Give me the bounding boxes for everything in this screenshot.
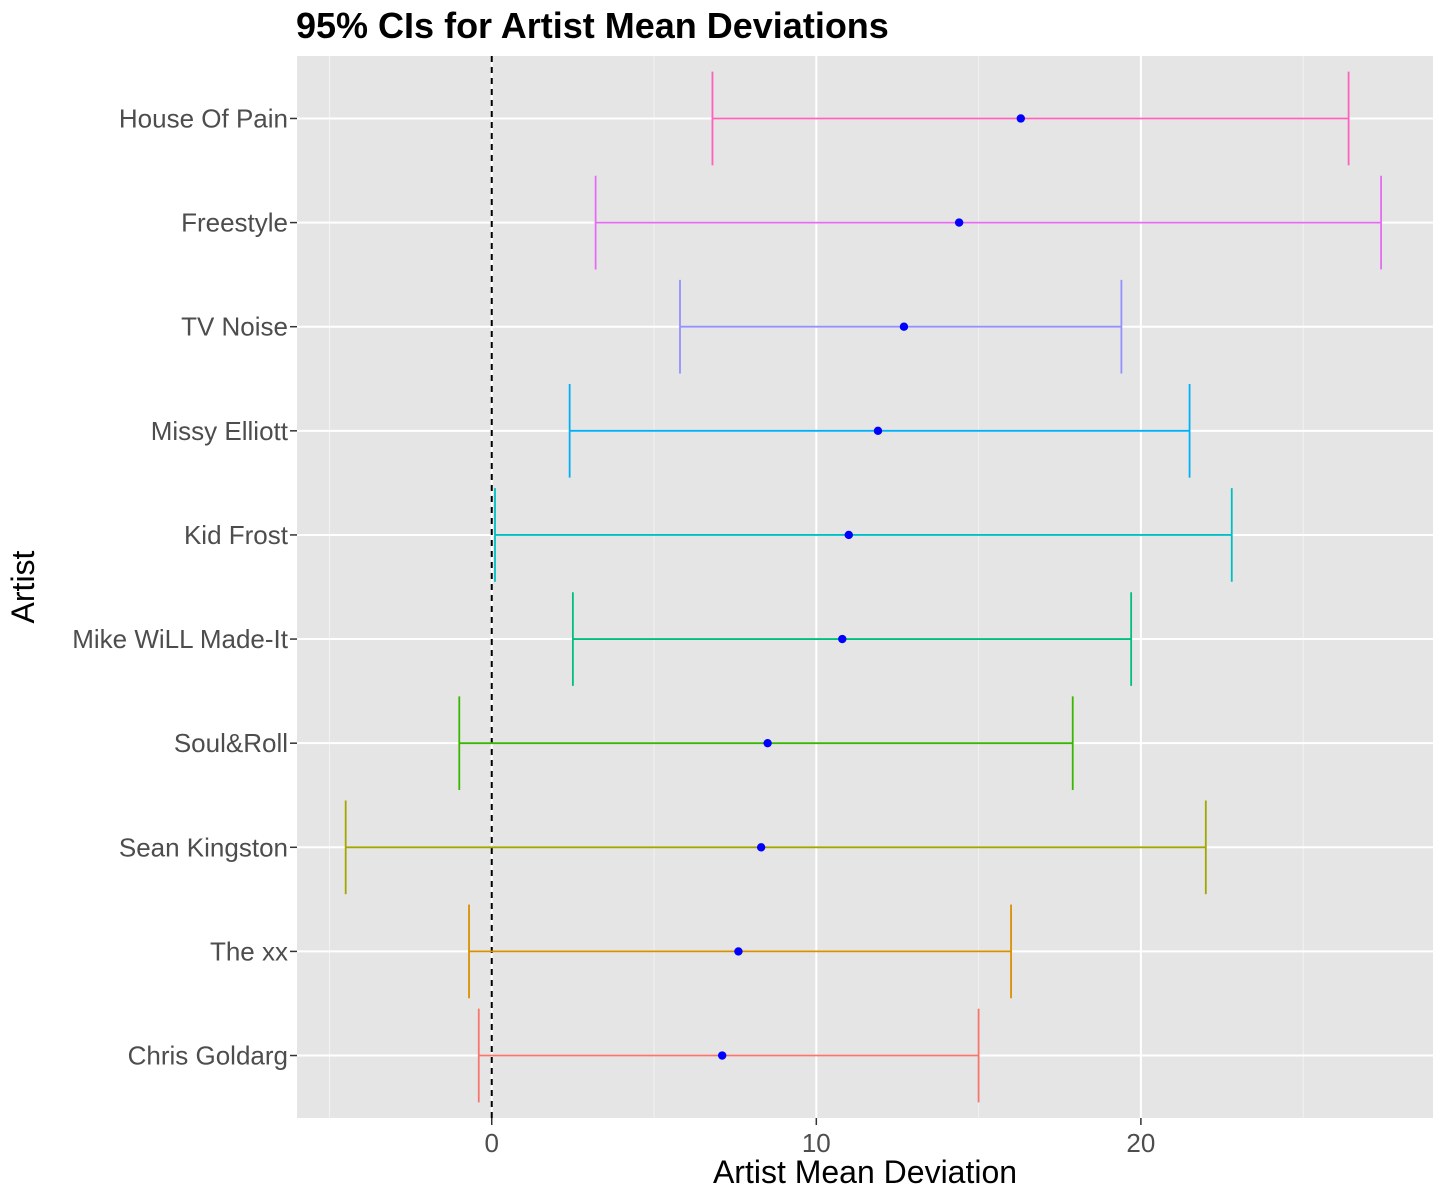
mean-point	[756, 843, 766, 852]
mean-point	[763, 738, 772, 748]
x-tick-label: 0	[485, 1128, 499, 1158]
errorbar-house-of-pain	[711, 71, 1350, 166]
plot-panel	[297, 56, 1433, 1118]
errorbar-missy-elliott	[568, 383, 1191, 478]
y-tick-label: The xx	[210, 936, 288, 966]
errorbar-mike-will-made-it	[571, 592, 1133, 686]
mean-point	[717, 1051, 727, 1060]
y-tick-label: Kid Frost	[184, 520, 289, 550]
mean-point	[899, 322, 909, 331]
mean-point	[1016, 114, 1025, 123]
y-tick-label: House Of Pain	[119, 103, 288, 133]
y-tick-label: Sean Kingston	[119, 832, 288, 862]
y-tick-label: Mike WiLL Made-It	[72, 624, 289, 654]
errorbar-tv-noise	[679, 279, 1123, 374]
errorbar-the-xx	[468, 904, 1012, 999]
x-tick-label: 20	[1126, 1128, 1155, 1158]
y-tick-label: Missy Elliott	[151, 416, 289, 446]
x-axis-title: Artist Mean Deviation	[713, 1154, 1017, 1190]
x-tick-label: 10	[802, 1128, 831, 1158]
y-tick-label: Soul&Roll	[174, 728, 288, 758]
mean-point	[838, 634, 847, 644]
y-axis-title: Artist	[5, 550, 41, 623]
series-layer	[344, 71, 1382, 1103]
axis-layer: 0 10 20 Chris Goldarg The xx Sean Kingston Sou…	[72, 103, 1155, 1158]
mean-point	[734, 947, 743, 956]
y-tick-label: Chris Goldarg	[128, 1041, 288, 1071]
mean-point	[873, 426, 883, 436]
errorbar-sean-kingston	[344, 800, 1207, 895]
mean-point	[954, 218, 964, 227]
chart-title: 95% CIs for Artist Mean Deviations	[296, 5, 889, 46]
errorbar-chris-goldarg	[477, 1008, 980, 1103]
errorbar-freestyle	[594, 175, 1382, 270]
y-tick-label: Freestyle	[181, 208, 288, 238]
errorbar-soul-roll	[458, 696, 1074, 791]
y-tick-label: TV Noise	[181, 312, 288, 342]
errorbar-kid-frost	[494, 488, 1233, 582]
mean-point	[844, 530, 853, 540]
